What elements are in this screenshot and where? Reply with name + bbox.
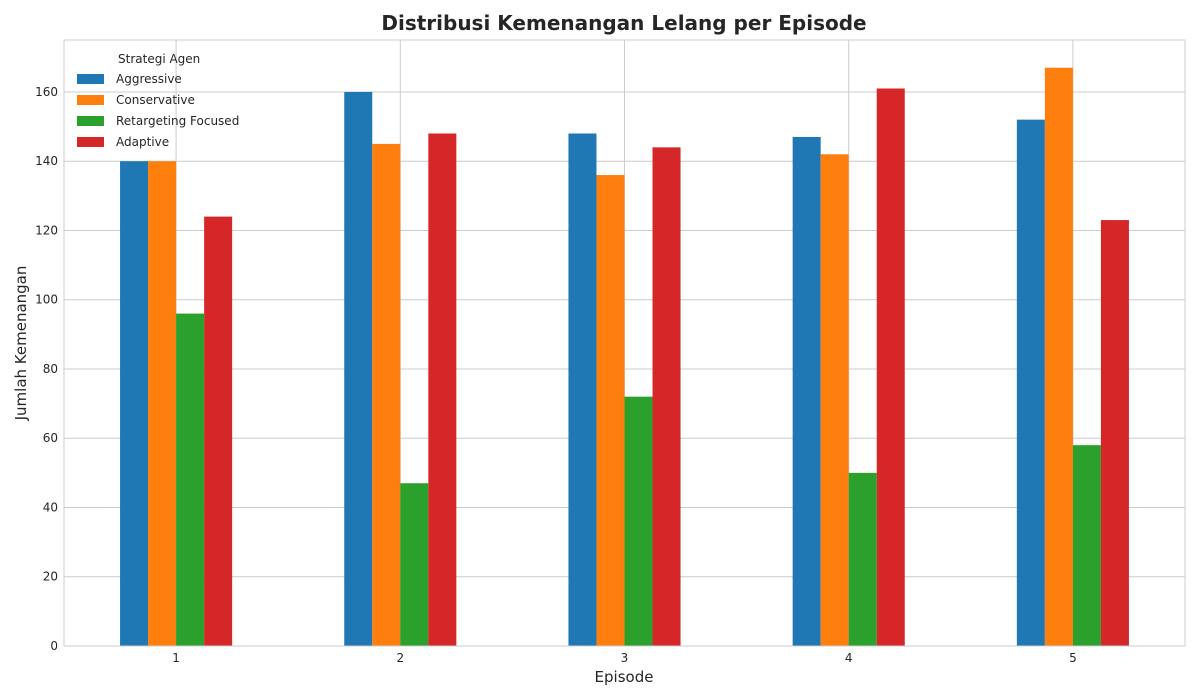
bar: [148, 161, 177, 646]
bar: [1100, 220, 1129, 646]
legend-swatch: [77, 116, 104, 126]
series-aggressive: [120, 91, 1045, 647]
bar: [848, 472, 877, 646]
legend-label: Retargeting Focused: [116, 114, 239, 128]
bar: [1016, 119, 1045, 647]
x-tick-label: 4: [845, 651, 853, 665]
y-tick-label: 40: [43, 500, 58, 514]
bars: [120, 67, 1129, 647]
legend-label: Conservative: [116, 93, 195, 107]
bar: [652, 147, 681, 646]
y-tick-label: 120: [35, 223, 58, 237]
legend-swatch: [77, 95, 104, 105]
y-tick-label: 160: [35, 85, 58, 99]
y-tick-label: 140: [35, 154, 58, 168]
y-tick-label: 0: [50, 639, 58, 653]
legend-swatch: [77, 137, 104, 147]
tick-labels: 0 20 40 60 80 100 120 140 160 1 2 3 4 5: [35, 85, 1077, 665]
bar: [820, 154, 849, 646]
y-tick-label: 100: [35, 293, 58, 307]
plot-frame: [63, 39, 1186, 647]
legend: Strategi Agen Aggressive Conservative Reta…: [77, 52, 239, 149]
bar: [400, 483, 429, 646]
bar: [428, 133, 457, 647]
series-adaptive: [204, 88, 1129, 647]
bar: [624, 396, 653, 646]
x-tick-label: 5: [1069, 651, 1077, 665]
series-conservative: [148, 67, 1073, 646]
y-tick-label: 80: [43, 362, 58, 376]
y-axis-title: Jumlah Kemenangan: [12, 266, 30, 422]
x-axis-title: Episode: [595, 668, 654, 686]
series-retargeting-focused: [176, 313, 1101, 646]
legend-swatch: [77, 74, 104, 84]
y-tick-label: 20: [43, 570, 58, 584]
x-tick-label: 2: [396, 651, 404, 665]
bar: [792, 136, 821, 646]
x-tick-label: 1: [172, 651, 180, 665]
bar: [1072, 445, 1101, 646]
bar: [568, 133, 597, 647]
legend-label: Adaptive: [116, 135, 169, 149]
bar: [372, 143, 401, 646]
chart-title: Distribusi Kemenangan Lelang per Episode: [381, 11, 866, 35]
legend-label: Aggressive: [116, 72, 182, 86]
x-tick-label: 3: [621, 651, 629, 665]
bar: [1044, 67, 1073, 646]
y-tick-label: 60: [43, 431, 58, 445]
bar: [876, 88, 905, 647]
bar: [176, 313, 205, 646]
legend-title: Strategi Agen: [118, 52, 200, 66]
bar: [596, 175, 625, 646]
bar: [204, 216, 233, 646]
bar: [344, 91, 373, 646]
bar: [120, 161, 149, 646]
